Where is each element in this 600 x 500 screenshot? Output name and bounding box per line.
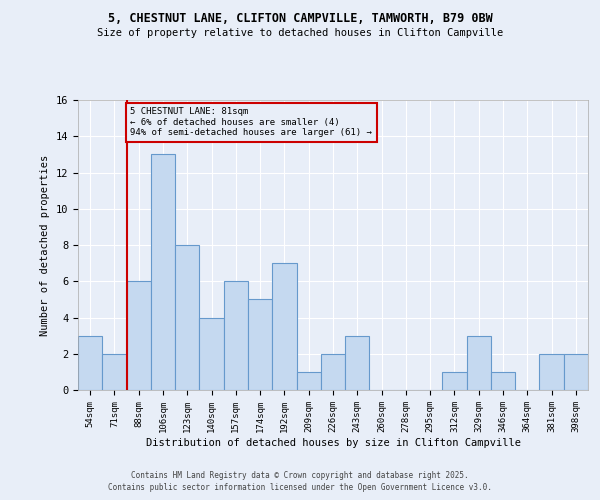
Bar <box>151 154 175 390</box>
Bar <box>78 336 102 390</box>
Bar <box>224 281 248 390</box>
Bar <box>102 354 127 390</box>
X-axis label: Distribution of detached houses by size in Clifton Campville: Distribution of detached houses by size … <box>146 438 521 448</box>
Bar <box>127 281 151 390</box>
Bar <box>175 245 199 390</box>
Bar <box>321 354 345 390</box>
Bar <box>467 336 491 390</box>
Bar <box>345 336 370 390</box>
Bar <box>564 354 588 390</box>
Bar <box>272 263 296 390</box>
Text: Contains HM Land Registry data © Crown copyright and database right 2025.
Contai: Contains HM Land Registry data © Crown c… <box>108 471 492 492</box>
Text: 5, CHESTNUT LANE, CLIFTON CAMPVILLE, TAMWORTH, B79 0BW: 5, CHESTNUT LANE, CLIFTON CAMPVILLE, TAM… <box>107 12 493 26</box>
Bar <box>248 300 272 390</box>
Bar <box>491 372 515 390</box>
Bar <box>539 354 564 390</box>
Bar <box>296 372 321 390</box>
Bar <box>442 372 467 390</box>
Text: Size of property relative to detached houses in Clifton Campville: Size of property relative to detached ho… <box>97 28 503 38</box>
Bar <box>199 318 224 390</box>
Y-axis label: Number of detached properties: Number of detached properties <box>40 154 50 336</box>
Text: 5 CHESTNUT LANE: 81sqm
← 6% of detached houses are smaller (4)
94% of semi-detac: 5 CHESTNUT LANE: 81sqm ← 6% of detached … <box>130 108 372 137</box>
